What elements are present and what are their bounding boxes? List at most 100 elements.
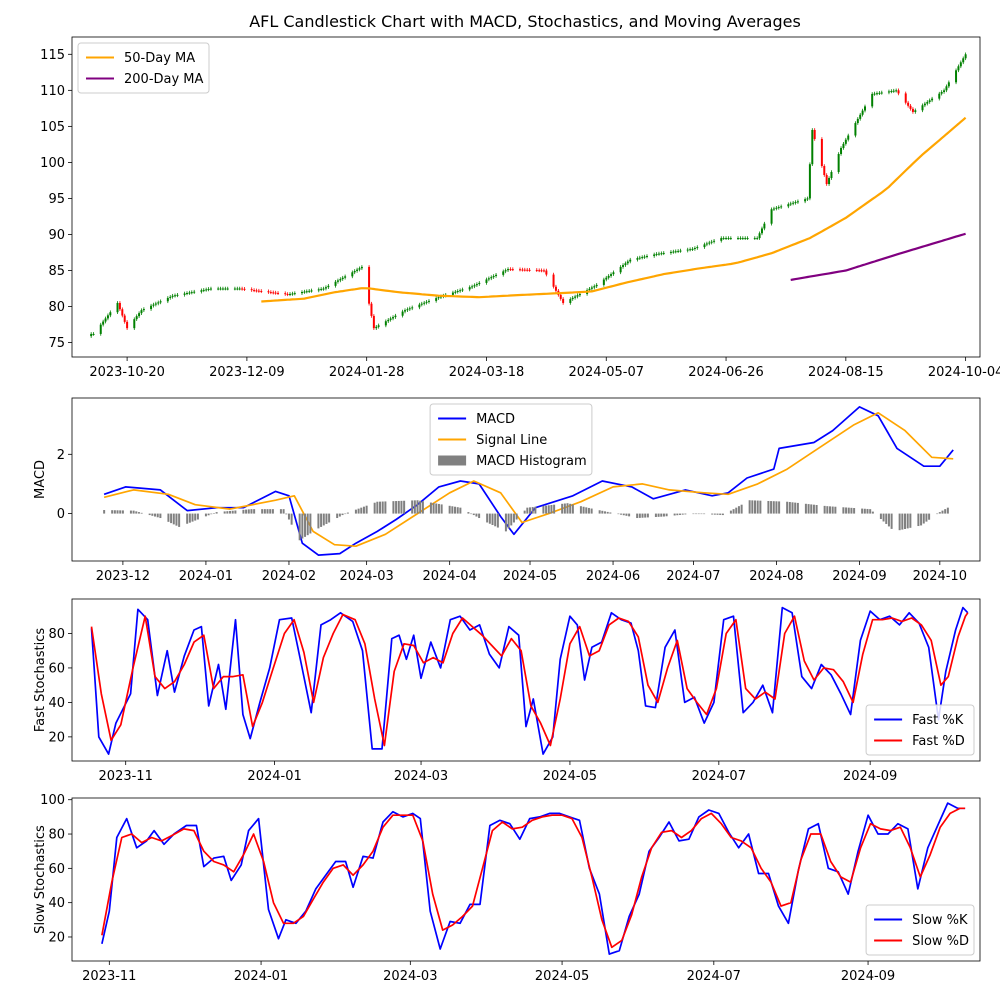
histogram-bar (845, 507, 848, 514)
candle-body (504, 270, 507, 272)
histogram-bar (585, 507, 588, 514)
candle-body (780, 206, 783, 208)
candle-body (439, 296, 442, 298)
candle (887, 89, 890, 95)
candle-body (861, 110, 864, 115)
candle-body (435, 298, 438, 301)
candle-body (456, 291, 459, 293)
candle (890, 89, 893, 94)
candle (825, 173, 828, 186)
candle (526, 267, 529, 272)
candle (806, 196, 809, 201)
candle-body (955, 70, 958, 83)
histogram-bar (636, 513, 639, 519)
histogram-bar (901, 513, 904, 530)
histogram-bar (507, 513, 510, 529)
candle-body (341, 277, 344, 280)
candle (507, 267, 510, 273)
candle (289, 292, 292, 297)
histogram-bar (732, 509, 735, 514)
candle (686, 247, 689, 253)
x-tick-label: 2024-01 (179, 569, 233, 584)
candle-body (372, 315, 375, 329)
histogram-bar (534, 506, 537, 514)
candle (109, 310, 112, 318)
candle-body (353, 270, 356, 273)
candle-body (926, 101, 929, 104)
histogram-bar (156, 513, 159, 518)
candle-body (770, 209, 773, 224)
candle (118, 301, 121, 312)
y-tick-label: 20 (48, 730, 65, 745)
candle (236, 286, 239, 291)
candle-body (116, 302, 119, 313)
candle (710, 239, 713, 245)
candle-body (897, 90, 900, 94)
histogram-bar (437, 503, 440, 514)
histogram-bar (472, 513, 475, 516)
candle-body (655, 253, 658, 255)
histogram-bar (866, 508, 869, 514)
histogram-bar (547, 505, 550, 514)
histogram-bar (336, 513, 339, 519)
candle (250, 287, 253, 292)
candle (674, 249, 677, 254)
y-tick-label: 100 (40, 793, 65, 808)
histogram-bar (148, 513, 151, 516)
candle-body (521, 269, 524, 271)
histogram-bar (194, 513, 197, 521)
candle-body (710, 241, 713, 243)
candle (854, 121, 857, 138)
histogram-bar (175, 513, 178, 526)
candle (945, 84, 948, 93)
legend: 50-Day MA 200-Day MA (77, 42, 210, 94)
candle (133, 317, 136, 330)
candle-body (964, 54, 967, 59)
candle (368, 265, 371, 306)
candle (241, 286, 244, 291)
candle-body (336, 280, 339, 282)
x-tick-label: 2023-10-20 (89, 365, 165, 380)
candle (528, 268, 531, 272)
histogram-bar (928, 513, 931, 520)
plot-area (72, 37, 980, 357)
signal-line (103, 411, 954, 548)
candle-body (921, 105, 924, 111)
candle-body (875, 93, 878, 95)
legend-label: Slow %D (912, 934, 969, 949)
histogram-bar (944, 509, 947, 514)
candle-body (389, 318, 392, 320)
histogram-bar (550, 504, 553, 514)
candle-body (135, 316, 138, 320)
macd-line (103, 406, 954, 556)
candle-body (528, 269, 531, 271)
candle (856, 117, 859, 125)
histogram-bar (754, 500, 757, 514)
histogram-bar (826, 506, 829, 514)
candle-body (569, 299, 572, 303)
histogram-bar (823, 505, 826, 514)
histogram-bar (804, 503, 807, 514)
x-tick-label: 2024-10-04 (928, 365, 1000, 380)
candle (138, 311, 141, 318)
candle (90, 332, 93, 338)
candle (200, 288, 203, 294)
k-line (101, 802, 966, 955)
histogram-bar (290, 513, 293, 525)
candle (260, 289, 263, 294)
histogram-bar (421, 501, 424, 514)
candle (459, 288, 462, 293)
candle-body (121, 309, 124, 316)
candle (892, 88, 895, 93)
candle-body (713, 240, 716, 242)
candle (660, 251, 663, 256)
candle (370, 301, 373, 318)
candle-body (202, 289, 205, 291)
x-tick-label: 2024-08-15 (808, 365, 884, 380)
histogram-bar (796, 502, 799, 514)
candle (713, 238, 716, 244)
y-tick-label: 105 (40, 120, 65, 135)
histogram-bar (590, 508, 593, 514)
histogram-bar (320, 513, 323, 527)
candle-body (962, 58, 965, 63)
